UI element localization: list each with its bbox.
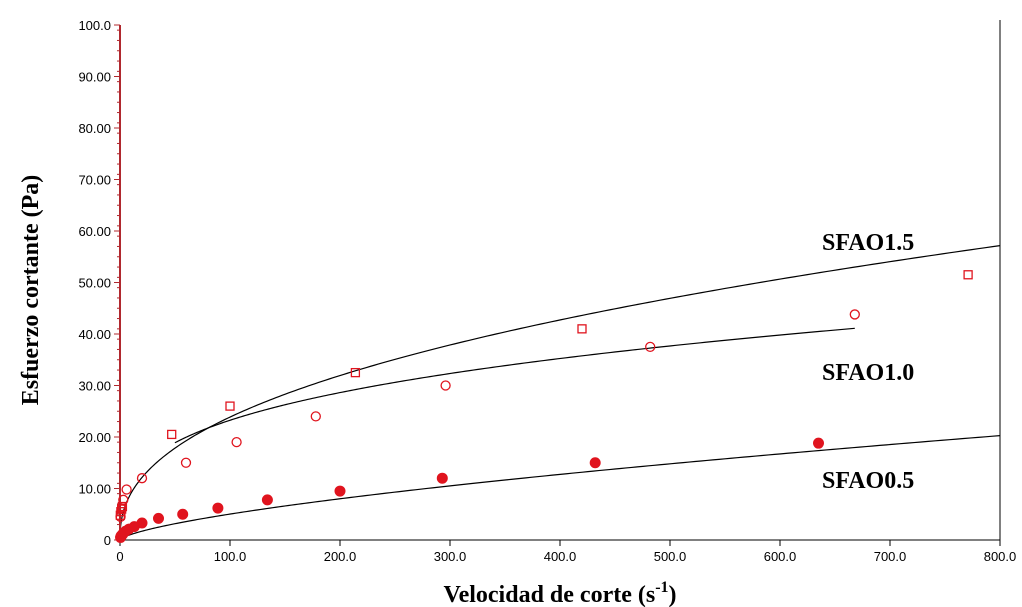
x-tick-label: 500.0 <box>654 549 687 564</box>
x-axis-title-main: Velocidad de corte (s <box>443 582 655 607</box>
data-point <box>577 324 587 334</box>
data-point <box>589 457 601 469</box>
x-axis-title: Velocidad de corte (s-1) <box>443 579 676 607</box>
y-axis-title: Esfuerzo cortante (Pa) <box>18 175 44 406</box>
fit-curve <box>119 245 1001 541</box>
x-tick-label: 800.0 <box>984 549 1017 564</box>
data-point <box>231 436 242 448</box>
y-tick-label: 90.00 <box>78 70 111 85</box>
y-tick-label: 30.00 <box>78 379 111 394</box>
y-tick-label: 0 <box>104 533 111 548</box>
data-point <box>310 411 321 422</box>
data-point <box>153 512 164 524</box>
x-tick-label: 700.0 <box>874 549 907 564</box>
y-tick-label: 80.00 <box>78 121 111 136</box>
data-point <box>121 484 132 495</box>
data-point <box>115 511 126 522</box>
data-point <box>177 508 189 520</box>
data-point <box>645 341 656 353</box>
data-point <box>440 380 451 391</box>
data-point <box>118 494 129 505</box>
x-tick-label: 400.0 <box>544 549 577 564</box>
fit-curves <box>119 245 1001 541</box>
x-tick-label: 300.0 <box>434 549 467 564</box>
y-tick-label: 20.00 <box>78 430 111 445</box>
y-tick-label: 50.00 <box>78 276 111 291</box>
data-point <box>813 437 824 449</box>
data-point <box>261 494 273 506</box>
x-tick-label: 0 <box>116 549 123 564</box>
y-tick-label: 60.00 <box>78 224 111 239</box>
y-tick-label: 10.00 <box>78 482 111 497</box>
data-point <box>212 502 224 514</box>
data-point <box>136 517 148 529</box>
data-point <box>167 429 177 440</box>
x-tick-label: 100.0 <box>214 549 247 564</box>
data-point <box>334 485 346 497</box>
y-tick-label: 40.00 <box>78 327 111 342</box>
data-points <box>115 270 973 543</box>
data-point <box>180 457 192 468</box>
data-point <box>350 367 361 378</box>
data-point <box>225 401 235 411</box>
data-point <box>436 472 448 484</box>
fit-curve <box>174 327 855 444</box>
ticks: 0 100.0 200.0 300.0 400.0 500.0 600.0 700.0 800.… <box>78 18 1016 564</box>
series-label-sfao1-0: SFAO1.0 <box>822 360 914 386</box>
fit-curve <box>119 435 1001 541</box>
data-point <box>849 309 860 320</box>
x-tick-label: 200.0 <box>324 549 357 564</box>
series-label-sfao1-5: SFAO1.5 <box>822 230 914 256</box>
axes <box>119 20 1001 541</box>
y-tick-label: 70.00 <box>78 173 111 188</box>
y-tick-label: 100.0 <box>78 18 111 33</box>
x-axis-title-close: ) <box>669 582 677 607</box>
series-label-sfao0-5: SFAO0.5 <box>822 468 914 494</box>
x-axis-title-sup: -1 <box>655 579 668 596</box>
data-point <box>963 270 973 280</box>
x-tick-label: 600.0 <box>764 549 797 564</box>
data-point <box>136 473 148 484</box>
